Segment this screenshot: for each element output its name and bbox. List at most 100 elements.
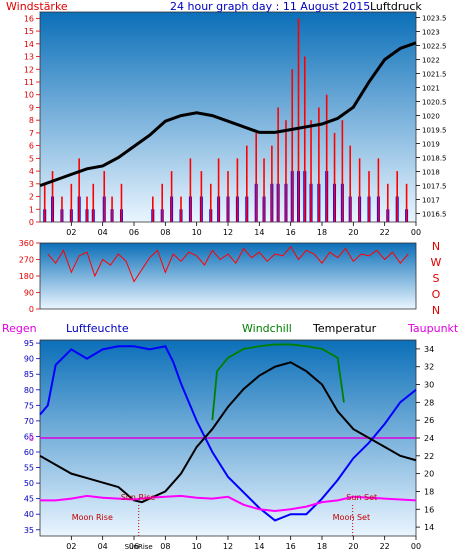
sun-set-label: Sun Set	[346, 493, 377, 502]
left-tick-label: 7	[29, 129, 34, 138]
temperature-tick-label: 22	[424, 452, 434, 461]
right-tick-label: 1021.5	[422, 71, 447, 79]
wind-bars	[43, 18, 408, 222]
x-tick-label: 18	[317, 228, 327, 237]
x-tick-label: 08	[160, 542, 170, 551]
dewpoint-label: Taupunkt	[407, 322, 459, 335]
x-tick-label: 00	[411, 228, 421, 237]
x-tick-label: 02	[66, 542, 76, 551]
left-tick-label: 1	[29, 205, 34, 214]
temperature-tick-label: 16	[424, 505, 434, 514]
right-tick-label: 1022	[422, 57, 440, 65]
x-tick-label: 10	[192, 228, 202, 237]
compass-letter: S	[433, 272, 440, 285]
windchill-line	[211, 343, 345, 421]
left-tick-label: 0	[29, 218, 34, 227]
pressure-series	[39, 41, 417, 188]
temperature-label: Temperatur	[312, 322, 377, 335]
humidity-tick-label: 40	[24, 510, 34, 519]
direction-tick-label: 90	[24, 289, 34, 298]
pressure-label: Luftdruck	[370, 0, 422, 13]
compass-letter: N	[432, 304, 440, 317]
sunrise-axis-label: SunRise	[125, 543, 153, 551]
right-tick-label: 1018.5	[422, 155, 447, 163]
x-tick-label: 04	[98, 542, 108, 551]
right-tick-label: 1019.5	[422, 127, 447, 135]
right-tick-label: 1020	[422, 113, 440, 121]
compass-letter: W	[431, 256, 442, 269]
humidity-line	[39, 345, 417, 522]
left-tick-label: 12	[24, 65, 34, 74]
left-tick-label: 3	[29, 180, 34, 189]
right-tick-label: 1021	[422, 85, 440, 93]
panel3-annotations: Sun Rise Sun Set Moon Rise Moon Set SunRise	[72, 493, 378, 551]
panel3-x-axis: 02 04 06 08 10 12 14 16 18 20 22 00	[66, 536, 421, 551]
x-tick-label: 16	[286, 228, 296, 237]
left-tick-label: 15	[24, 27, 34, 36]
humidity-tick-label: 75	[24, 401, 34, 410]
x-tick-label: 06	[129, 228, 139, 237]
panel3-series: 0	[29, 343, 417, 522]
humidity-tick-label: 90	[24, 355, 34, 364]
humidity-tick-label: 70	[24, 417, 34, 426]
right-tick-label: 1019	[422, 141, 440, 149]
panel2-left-axis: 0 90 180 270 360	[19, 239, 40, 314]
temperature-tick-label: 34	[424, 345, 434, 354]
x-tick-label: 00	[411, 542, 421, 551]
chart-title: 24 hour graph day : 11 August 2015	[170, 0, 370, 13]
direction-tick-label: 0	[29, 305, 34, 314]
left-tick-label: 8	[29, 116, 34, 125]
panel3-right-axis: 14 16 18 20 22 24 26 28 30 32 34	[416, 345, 434, 532]
x-tick-label: 16	[286, 542, 296, 551]
temperature-line	[39, 361, 417, 504]
right-tick-label: 1023	[422, 29, 440, 37]
temperature-tick-label: 24	[424, 434, 434, 443]
x-tick-label: 12	[223, 542, 233, 551]
temperature-tick-label: 14	[424, 523, 434, 532]
left-tick-label: 13	[24, 53, 34, 62]
humidity-tick-label: 50	[24, 479, 34, 488]
temperature-tick-label: 20	[424, 470, 434, 479]
left-tick-label: 14	[24, 40, 34, 49]
pressure-line	[39, 41, 417, 188]
rain-zero-label: 0	[29, 434, 34, 443]
panel1-right-axis: 1016.5 1017 1017.5 1018 1018.5 1019 1019.5 1020…	[416, 15, 447, 219]
right-tick-label: 1023.5	[422, 15, 447, 23]
x-tick-label: 22	[380, 228, 390, 237]
left-tick-label: 16	[24, 14, 34, 23]
direction-tick-label: 360	[19, 239, 34, 248]
right-tick-label: 1017	[422, 197, 440, 205]
x-tick-label: 18	[317, 542, 327, 551]
humidity-label: Luftfeuchte	[66, 322, 129, 335]
direction-tick-label: 180	[19, 272, 34, 281]
dewpoint-line	[40, 494, 417, 513]
humidity-tick-label: 55	[24, 464, 34, 473]
panel2-background	[39, 242, 417, 310]
temperature-tick-label: 28	[424, 398, 434, 407]
right-tick-label: 1017.5	[422, 183, 447, 191]
temperature-tick-label: 26	[424, 416, 434, 425]
x-tick-label: 12	[223, 228, 233, 237]
right-tick-label: 1022.5	[422, 43, 447, 51]
x-tick-label: 04	[98, 228, 108, 237]
x-tick-label: 22	[380, 542, 390, 551]
temperature-tick-label: 32	[424, 363, 434, 372]
left-tick-label: 2	[29, 193, 34, 202]
rain-label: Regen	[2, 322, 37, 335]
x-tick-label: 02	[66, 228, 76, 237]
x-tick-label: 20	[348, 542, 358, 551]
compass-letter: N	[432, 240, 440, 253]
x-tick-label: 14	[254, 228, 264, 237]
x-tick-label: 08	[160, 228, 170, 237]
temperature-tick-label: 18	[424, 487, 434, 496]
temperature-tick-label: 30	[424, 381, 434, 390]
x-tick-label: 20	[348, 228, 358, 237]
right-tick-label: 1020.5	[422, 99, 447, 107]
panel1-x-axis: 02 04 06 08 10 12 14 16 18 20 22 00	[66, 222, 421, 237]
right-tick-label: 1016.5	[422, 211, 447, 219]
humidity-tick-label: 80	[24, 386, 34, 395]
